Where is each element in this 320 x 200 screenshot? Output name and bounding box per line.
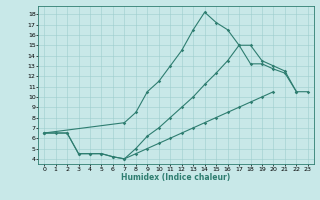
X-axis label: Humidex (Indice chaleur): Humidex (Indice chaleur) [121,173,231,182]
